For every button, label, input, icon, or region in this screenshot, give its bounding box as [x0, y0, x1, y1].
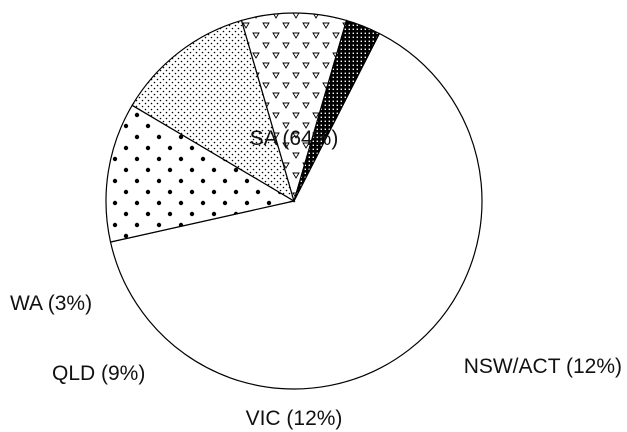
pie-label-vic: VIC (12%)	[246, 407, 343, 430]
pie-label-wa: WA (3%)	[10, 292, 92, 315]
pie-label-sa: SA (64%)	[250, 127, 339, 150]
pie-slice-qld	[240, 12, 348, 204]
pie-slice-sa	[109, 32, 483, 390]
pie-slices	[105, 12, 483, 390]
pie-slice-nsw-act	[105, 104, 296, 243]
pie-label-nsw-act: NSW/ACT (12%)	[464, 355, 622, 378]
pie-label-qld: QLD (9%)	[52, 362, 145, 385]
pie-slice-wa	[293, 19, 381, 202]
pie-slice-vic	[131, 19, 295, 203]
pie-labels: SA (64%) NSW/ACT (12%) VIC (12%) QLD (9%) WA…	[10, 127, 622, 430]
